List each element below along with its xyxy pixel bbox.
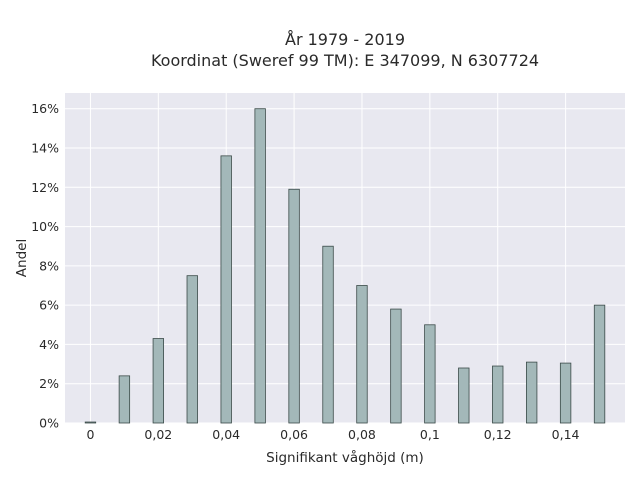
chart-subtitle: Koordinat (Sweref 99 TM): E 347099, N 63… [151, 51, 539, 70]
histogram-bar [84, 421, 97, 424]
x-tick-label: 0,14 [552, 427, 580, 442]
y-tick-label: 14% [31, 141, 59, 156]
histogram-bar [526, 361, 538, 424]
histogram-bar [322, 245, 334, 424]
x-tick-label: 0,08 [348, 427, 376, 442]
histogram-bar [593, 304, 606, 424]
histogram-bar [254, 108, 266, 424]
histogram-bar [186, 275, 198, 424]
y-tick-label: 8% [39, 258, 59, 273]
y-tick-label: 4% [39, 337, 59, 352]
histogram-bar [356, 285, 368, 424]
y-axis-label: Andel [14, 239, 30, 277]
x-tick-label: 0,02 [144, 427, 172, 442]
y-tick-label: 10% [31, 219, 59, 234]
x-tick-labels: 0 0,02 0,04 0,06 0,08 0,1 0,12 0,14 [86, 427, 579, 442]
x-tick-label: 0,12 [484, 427, 512, 442]
plot-area [65, 93, 625, 423]
histogram-bar [424, 324, 436, 424]
x-tick-label: 0,04 [212, 427, 240, 442]
histogram-bar [288, 188, 300, 424]
x-tick-label: 0,1 [420, 427, 440, 442]
histogram-bar [118, 375, 131, 424]
x-tick-label: 0 [86, 427, 94, 442]
histogram-bar [390, 308, 402, 424]
histogram-bar [152, 338, 164, 424]
histogram-bar [559, 362, 572, 424]
y-tick-label: 12% [31, 180, 59, 195]
x-axis-label: Signifikant våghöjd (m) [266, 449, 424, 466]
bars [84, 108, 606, 424]
histogram-bar [220, 155, 232, 424]
y-tick-labels: 0% 2% 4% 6% 8% 10% 12% 14% 16% [31, 101, 59, 430]
y-tick-label: 0% [39, 416, 59, 431]
y-tick-label: 16% [31, 101, 59, 116]
y-tick-label: 6% [39, 298, 59, 313]
histogram-bar [458, 367, 470, 424]
chart-title: År 1979 - 2019 [285, 30, 405, 49]
x-tick-label: 0,06 [280, 427, 308, 442]
histogram-bar [492, 365, 504, 424]
y-tick-label: 2% [39, 376, 59, 391]
